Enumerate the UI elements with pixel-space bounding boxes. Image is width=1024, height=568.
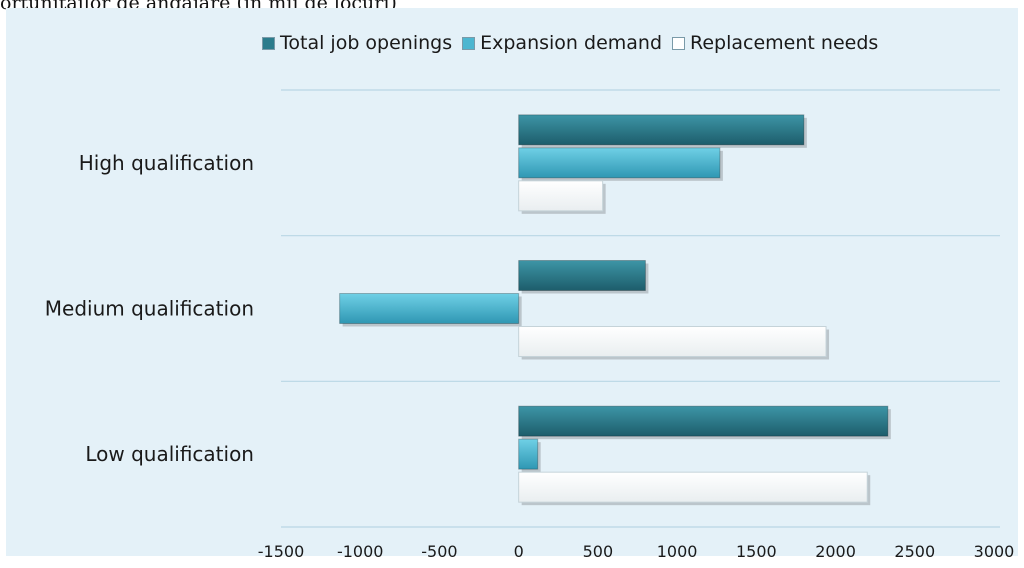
legend-item-expansion[interactable]: Expansion demand xyxy=(462,32,662,54)
bar xyxy=(518,405,889,437)
x-tick-label: 1500 xyxy=(736,542,777,561)
category-label: Medium qualification xyxy=(45,297,254,321)
bar xyxy=(518,114,805,146)
bar xyxy=(518,326,827,357)
category-label: Low qualification xyxy=(85,442,254,466)
bar xyxy=(518,471,868,503)
legend-label-replacement: Replacement needs xyxy=(690,32,879,54)
legend-swatch-replacement xyxy=(672,36,686,50)
legend: Total job openings Expansion demand Repl… xyxy=(262,32,878,54)
x-tick-label: 2500 xyxy=(894,542,935,561)
x-tick-label: -1000 xyxy=(337,542,384,561)
bar xyxy=(518,260,646,291)
legend-swatch-total xyxy=(262,36,275,50)
category-label: High qualification xyxy=(79,151,254,175)
x-tick-label: 500 xyxy=(583,542,614,561)
x-tick-label: 3000 xyxy=(974,542,1015,561)
legend-item-replacement[interactable]: Replacement needs xyxy=(672,32,878,54)
bar xyxy=(518,147,721,179)
bar xyxy=(339,293,520,324)
x-tick-label: 1000 xyxy=(657,542,698,561)
x-tick-label: -500 xyxy=(421,542,457,561)
legend-swatch-expansion xyxy=(462,36,476,50)
bar xyxy=(518,180,604,212)
legend-label-total: Total job openings xyxy=(280,32,453,54)
bar xyxy=(518,438,539,470)
plot-area xyxy=(6,8,1018,556)
x-tick-label: 0 xyxy=(514,542,524,561)
legend-label-expansion: Expansion demand xyxy=(480,32,663,54)
x-tick-label: 2000 xyxy=(815,542,856,561)
legend-item-total[interactable]: Total job openings xyxy=(262,32,452,54)
x-tick-label: -1500 xyxy=(258,542,305,561)
